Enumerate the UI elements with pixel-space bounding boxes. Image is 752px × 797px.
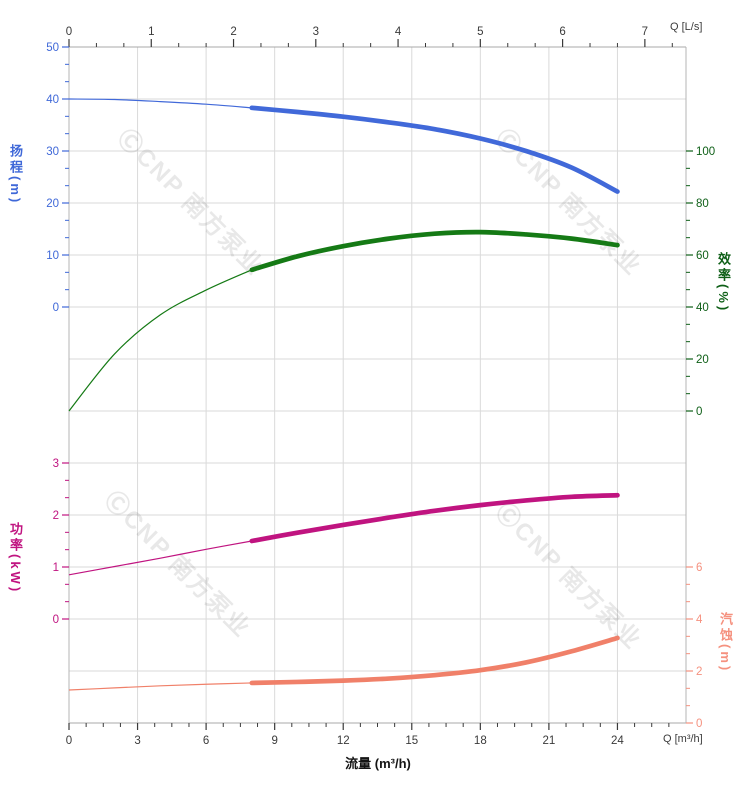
top-tick-label: 4: [395, 26, 402, 38]
efficiency-curve-thin: [68, 269, 253, 412]
efficiency-curve: [68, 229, 620, 412]
x-axis-title: 流量 (m³/h): [345, 756, 411, 771]
head-curve-thick: [249, 105, 620, 194]
head-curve-thin: [68, 98, 252, 109]
eff-tick-label: 60: [696, 250, 709, 262]
top-tick-label: 7: [642, 26, 648, 38]
head-tick-label: 10: [46, 250, 59, 262]
top-tick-label: 5: [477, 26, 483, 38]
eff-tick-label: 0: [696, 406, 702, 418]
head-tick-label: 30: [46, 146, 59, 158]
efficiency-curve-thick: [249, 229, 620, 273]
bottom-axis: 0 3 6 9 12 15 18 21 24: [66, 723, 670, 747]
top-tick-label: 3: [313, 26, 319, 38]
npsh-tick-label: 2: [696, 666, 702, 678]
plot-border: [68, 46, 687, 724]
eff-tick-label: 40: [696, 302, 709, 314]
bottom-tick-label: 15: [405, 735, 418, 747]
power-tick-label: 0: [53, 614, 59, 626]
head-tick-label: 40: [46, 94, 59, 106]
bottom-tick-label: 21: [542, 735, 555, 747]
head-tick-label: 0: [53, 302, 59, 314]
head-tick-label: 20: [46, 198, 59, 210]
head-curve: [68, 98, 620, 194]
bottom-axis-unit-label: Q [m³/h]: [663, 733, 703, 745]
top-axis: 0 1 2 3 4 5 6 7: [66, 26, 673, 47]
eff-axis: 100 80 60 40 20 0: [686, 146, 715, 418]
bottom-tick-label: 0: [66, 735, 72, 747]
bottom-tick-label: 9: [271, 735, 277, 747]
npsh-curve-thick: [249, 635, 620, 686]
power-tick-label: 3: [53, 458, 59, 470]
head-axis-title: 扬程(m): [8, 144, 23, 206]
bottom-tick-label: 24: [611, 735, 624, 747]
npsh-axis-title: 汽蚀(m): [718, 612, 733, 674]
watermark-text: ⒸCNP 南方泵业: [99, 486, 257, 644]
npsh-tick-label: 6: [696, 562, 702, 574]
head-tick-label: 50: [46, 42, 59, 54]
power-curve: [68, 492, 620, 576]
power-curve-thick: [249, 492, 620, 544]
bottom-tick-label: 6: [203, 735, 209, 747]
bottom-tick-label: 18: [474, 735, 487, 747]
power-axis: 3 2 1 0: [53, 458, 69, 626]
npsh-tick-label: 4: [696, 614, 703, 626]
eff-tick-label: 80: [696, 198, 709, 210]
bottom-tick-label: 3: [134, 735, 140, 747]
power-tick-label: 1: [53, 562, 59, 574]
top-tick-label: 2: [230, 26, 236, 38]
power-curve-thin: [68, 540, 252, 576]
power-tick-label: 2: [53, 510, 59, 522]
eff-tick-label: 100: [696, 146, 715, 158]
power-axis-title: 功率(kW): [8, 522, 23, 595]
head-axis: 50 40 30 20 10 0: [46, 42, 69, 314]
top-tick-label: 0: [66, 26, 72, 38]
watermark-text: ⒸCNP 南方泵业: [490, 498, 648, 656]
top-axis-unit-label: Q [L/s]: [670, 21, 703, 33]
eff-tick-label: 20: [696, 354, 709, 366]
top-tick-label: 6: [559, 26, 565, 38]
bottom-tick-label: 12: [337, 735, 350, 747]
npsh-axis: 6 4 2 0: [686, 562, 703, 730]
gridlines: [68, 46, 687, 724]
npsh-curve: [68, 635, 620, 691]
watermark-text: ⒸCNP 南方泵业: [112, 124, 270, 282]
top-tick-label: 1: [148, 26, 154, 38]
npsh-tick-label: 0: [696, 718, 702, 730]
npsh-curve-thin: [68, 682, 252, 691]
efficiency-axis-title: 效率(%): [716, 252, 731, 314]
